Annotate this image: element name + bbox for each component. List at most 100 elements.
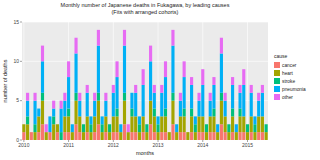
bar xyxy=(93,132,96,140)
bar xyxy=(26,93,29,101)
bar xyxy=(205,124,208,125)
bar xyxy=(153,93,156,109)
bar xyxy=(26,124,29,140)
bar xyxy=(89,124,92,132)
bar xyxy=(257,116,260,132)
bar xyxy=(261,93,264,117)
bar xyxy=(149,46,152,62)
bar xyxy=(97,101,100,125)
legend-label: heart xyxy=(282,71,294,76)
y-axis-title: number of deaths xyxy=(2,59,8,102)
bar xyxy=(265,124,268,125)
bar xyxy=(171,93,174,101)
bar xyxy=(160,116,163,132)
bar xyxy=(183,132,186,140)
bar xyxy=(30,132,33,133)
bar xyxy=(82,124,85,125)
tick-label: 2013 xyxy=(152,142,163,148)
bar xyxy=(86,116,89,132)
bar xyxy=(63,116,66,132)
bar xyxy=(238,109,241,117)
bar xyxy=(86,93,89,117)
bar xyxy=(145,124,148,132)
bar xyxy=(67,77,70,108)
bar xyxy=(212,77,215,85)
bar xyxy=(89,132,92,140)
bar xyxy=(160,132,163,140)
bar xyxy=(209,116,212,132)
bar xyxy=(112,85,115,93)
legend-swatch xyxy=(274,62,280,68)
bar xyxy=(190,116,193,132)
legend-label: stroke xyxy=(282,79,295,84)
bar xyxy=(41,101,44,125)
bar xyxy=(123,30,126,46)
bar xyxy=(33,101,36,125)
bar xyxy=(48,132,51,140)
bar xyxy=(119,124,122,132)
bar xyxy=(231,109,234,117)
tick-label: 2014 xyxy=(197,142,208,148)
bar xyxy=(238,116,241,132)
bar xyxy=(48,116,51,132)
bar xyxy=(168,132,171,133)
bar xyxy=(115,132,118,140)
bar xyxy=(171,124,174,140)
bar xyxy=(130,132,133,140)
bar xyxy=(149,124,152,140)
bar xyxy=(74,101,77,125)
bar xyxy=(190,77,193,85)
bar xyxy=(261,132,264,140)
title: Monthly number of Japanese deaths in Fuk… xyxy=(61,2,230,8)
tick xyxy=(20,100,22,101)
bar xyxy=(257,101,260,117)
bar xyxy=(22,124,25,132)
bar xyxy=(134,132,137,140)
bar xyxy=(265,124,268,132)
bar xyxy=(74,53,77,92)
bar xyxy=(145,132,148,140)
bar xyxy=(33,132,36,140)
bar xyxy=(37,132,40,140)
bar xyxy=(224,93,227,101)
bar xyxy=(224,132,227,140)
bar xyxy=(41,61,44,92)
bar xyxy=(63,132,66,140)
bar xyxy=(250,132,253,140)
bar xyxy=(63,93,66,101)
bar xyxy=(134,85,137,93)
bar xyxy=(30,132,33,133)
tick-label: 10 xyxy=(13,58,19,64)
bar xyxy=(97,46,100,93)
bar xyxy=(108,124,111,125)
bar xyxy=(26,116,29,124)
bar xyxy=(67,132,70,140)
bar xyxy=(197,132,200,140)
bar xyxy=(175,132,178,140)
bar xyxy=(48,116,51,117)
bar xyxy=(194,116,197,117)
legend-swatch xyxy=(274,94,280,100)
bar xyxy=(156,116,159,124)
bar xyxy=(74,38,77,54)
tick-label: 15 xyxy=(13,19,19,25)
bar xyxy=(30,132,33,133)
bar xyxy=(164,61,167,77)
bar xyxy=(220,93,223,101)
bar xyxy=(183,77,186,108)
bar xyxy=(261,116,264,132)
bar xyxy=(22,132,25,140)
x-axis-title: months xyxy=(136,150,154,156)
bar xyxy=(26,101,29,117)
plot-background xyxy=(22,22,268,140)
bar xyxy=(231,85,234,109)
bar xyxy=(209,93,212,101)
bar xyxy=(145,124,148,125)
bar xyxy=(227,124,230,125)
legend-label: other xyxy=(282,95,293,100)
tick xyxy=(20,140,22,141)
bar xyxy=(224,101,227,117)
bar xyxy=(253,132,256,140)
tick-label: 2010 xyxy=(18,142,29,148)
bar xyxy=(78,132,81,140)
